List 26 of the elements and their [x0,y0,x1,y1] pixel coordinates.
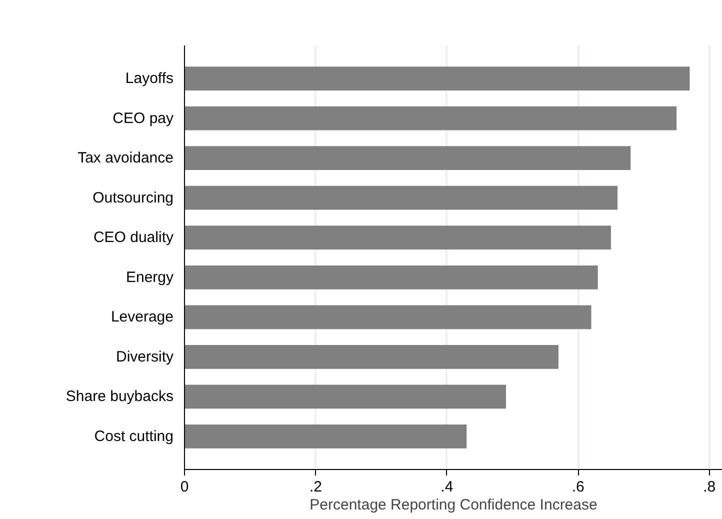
bar [184,186,618,210]
y-tick-label: Cost cutting [94,428,174,445]
x-tick-label: 0 [180,478,189,496]
x-tick-label: .8 [703,478,716,496]
y-tick-label: Leverage [110,308,174,326]
y-tick-label: CEO pay [112,110,174,127]
bar [184,106,677,130]
bar [184,384,506,409]
y-tick-label: Energy [126,268,174,286]
y-tick-label: Diversity [116,348,174,366]
x-tick-label: .4 [440,478,454,496]
bar [184,265,598,290]
y-tick-label: Share buybacks [66,388,174,406]
bar [184,424,467,448]
y-tick-label: Outsourcing [92,189,174,206]
bar [184,345,558,369]
bar [184,146,631,170]
y-tick-label: Layoffs [125,70,174,88]
x-axis-title: Percentage Reporting Confidence Increase [310,496,598,514]
bar [184,66,690,90]
y-tick-label: CEO duality [93,229,174,246]
x-tick-label: .2 [309,478,322,496]
y-tick-label: Tax avoidance [78,150,174,167]
x-tick-label: .6 [572,478,584,496]
bar [184,226,611,250]
bar [184,305,592,330]
